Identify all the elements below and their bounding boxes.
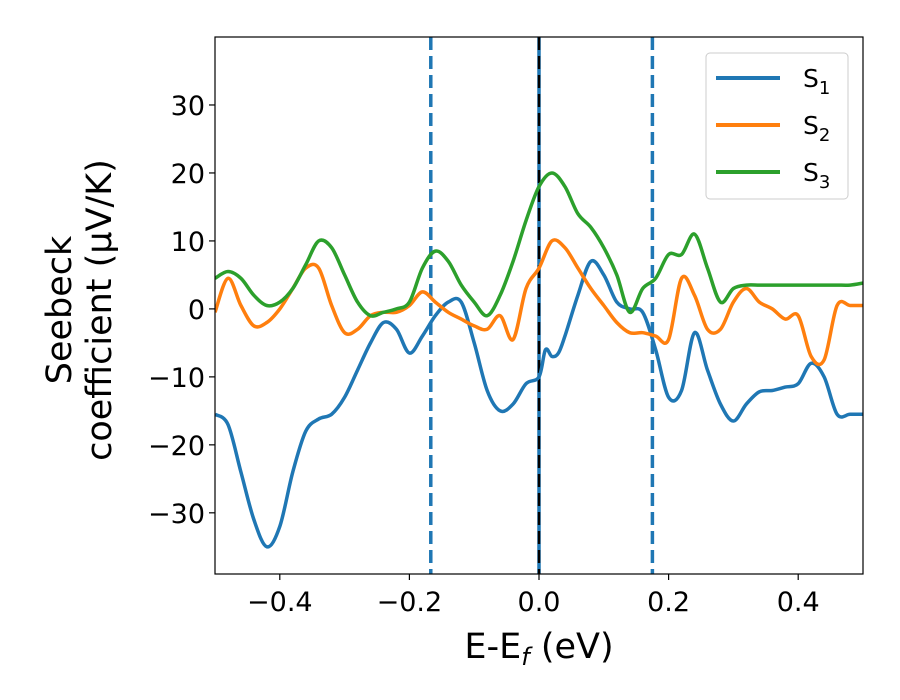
x-tick-label: −0.2 bbox=[377, 587, 443, 618]
legend-label: S3 bbox=[803, 158, 830, 193]
legend: S1 S2 S3 bbox=[705, 52, 849, 200]
legend-label: S2 bbox=[803, 111, 830, 146]
y-axis-ticks: −30 −20 −10 0 10 20 30 bbox=[148, 91, 215, 530]
y-tick-label: −20 bbox=[148, 431, 205, 462]
x-tick-label: 0.4 bbox=[777, 587, 820, 618]
y-tick-label: 0 bbox=[188, 295, 205, 326]
legend-label: S1 bbox=[803, 64, 830, 99]
series-line-s2 bbox=[215, 238, 863, 367]
x-tick-label: 0.0 bbox=[518, 587, 561, 618]
vertical-reference-lines bbox=[429, 37, 655, 574]
series-line-s3 bbox=[215, 171, 863, 318]
x-tick-label: 0.2 bbox=[647, 587, 690, 618]
y-axis-label-line-1: Seebeck bbox=[40, 235, 80, 384]
y-axis-label: Seebeck coefficient (μV/K) bbox=[40, 159, 120, 461]
y-tick-label: 10 bbox=[171, 227, 205, 258]
y-tick-label: −30 bbox=[148, 499, 205, 530]
y-tick-label: 20 bbox=[171, 159, 205, 190]
x-axis-label-main: E-E bbox=[464, 627, 521, 667]
x-axis-label: E-Ef (eV) bbox=[464, 627, 613, 671]
series-lines bbox=[215, 171, 863, 549]
y-axis-label-line-2: coefficient (μV/K) bbox=[80, 159, 120, 461]
series-line-s1 bbox=[215, 258, 863, 549]
y-tick-label: −10 bbox=[148, 363, 205, 394]
x-axis-ticks: −0.4 −0.2 0.0 0.2 0.4 bbox=[247, 574, 820, 618]
x-axis-label-unit: (eV) bbox=[530, 627, 614, 667]
x-tick-label: −0.4 bbox=[247, 587, 313, 618]
y-tick-label: 30 bbox=[171, 91, 205, 122]
